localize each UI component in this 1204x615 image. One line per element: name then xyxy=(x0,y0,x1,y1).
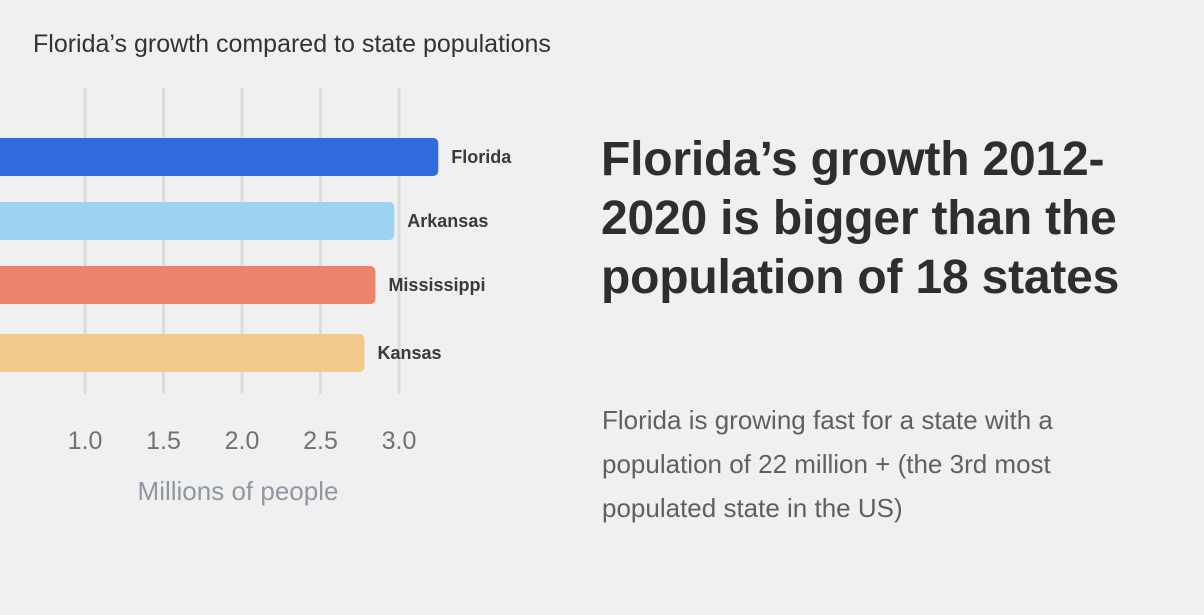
bar-label-florida: Florida xyxy=(451,147,512,167)
x-axis-label: Millions of people xyxy=(138,476,339,506)
x-tick-label: 1.5 xyxy=(146,427,181,455)
body-text: Florida is growing fast for a state with… xyxy=(602,405,1053,523)
bar-chart: Florida Arkansas Mississippi Kansas 1.0 1.5 2… xyxy=(0,88,512,506)
bar-kansas xyxy=(0,334,365,372)
bars xyxy=(0,138,439,372)
chart-title: Florida’s growth compared to state popul… xyxy=(33,30,551,58)
bar-arkansas xyxy=(0,202,395,240)
x-tick-label: 1.0 xyxy=(68,427,103,455)
bar-florida xyxy=(0,138,439,176)
bar-label-mississippi: Mississippi xyxy=(388,275,485,295)
bar-mississippi xyxy=(0,266,376,304)
bar-label-kansas: Kansas xyxy=(377,343,441,363)
x-tick-label: 2.5 xyxy=(303,427,338,455)
x-tick-label: 2.0 xyxy=(225,427,260,455)
x-tick-label: 3.0 xyxy=(382,427,417,455)
x-tick-labels: 1.0 1.5 2.0 2.5 3.0 xyxy=(68,427,417,455)
headline: Florida’s growth 2012-2020 is bigger tha… xyxy=(601,133,1120,304)
bar-label-arkansas: Arkansas xyxy=(407,211,488,231)
bar-labels: Florida Arkansas Mississippi Kansas xyxy=(377,147,512,363)
